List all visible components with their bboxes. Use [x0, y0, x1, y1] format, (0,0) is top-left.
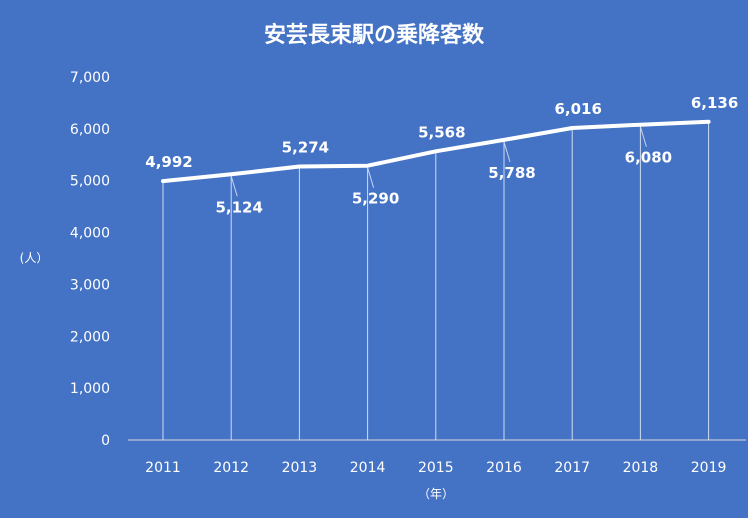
x-tick-label: 2019	[691, 460, 727, 476]
x-tick-label: 2017	[554, 460, 590, 476]
y-axis-label: (人）	[20, 251, 49, 265]
data-label-leader	[503, 141, 511, 162]
data-label-leader	[230, 176, 238, 197]
y-tick-label: 5,000	[70, 174, 110, 190]
x-tick-label: 2012	[213, 460, 249, 476]
data-label-leader	[367, 167, 375, 188]
x-axis-ticks: 2011 2012 2013 2014 2015 2016 2017 2018 2019	[145, 460, 726, 476]
data-label: 6,016	[554, 100, 601, 118]
y-tick-label: 0	[101, 433, 110, 449]
data-label: 6,136	[691, 94, 738, 112]
chart-title: 安芸長束駅の乗降客数	[264, 22, 485, 48]
data-label: 5,788	[488, 164, 535, 182]
x-tick-label: 2016	[486, 460, 522, 476]
x-tick-label: 2015	[418, 460, 454, 476]
data-label: 5,568	[418, 123, 465, 141]
y-tick-label: 6,000	[70, 122, 110, 138]
data-labels: 4,992 5,124 5,274 5,290 5,568 5,788 6,016 6,080…	[145, 94, 738, 216]
x-axis-label: （年）	[418, 487, 454, 501]
x-tick-label: 2018	[623, 460, 659, 476]
data-label: 5,124	[215, 198, 262, 216]
data-label: 5,274	[282, 139, 329, 157]
y-tick-label: 4,000	[70, 226, 110, 242]
data-label: 5,290	[352, 190, 399, 208]
y-tick-label: 3,000	[70, 277, 110, 293]
data-label: 6,080	[625, 149, 672, 167]
series-line	[161, 119, 711, 184]
y-tick-label: 1,000	[70, 381, 110, 397]
x-tick-label: 2014	[350, 460, 386, 476]
data-label-leader	[639, 126, 647, 147]
y-axis-ticks: 0 1,000 2,000 3,000 4,000 5,000 6,000 7,000	[70, 70, 110, 449]
y-tick-label: 7,000	[70, 70, 110, 86]
x-tick-label: 2011	[145, 460, 181, 476]
series-line-group	[161, 119, 711, 184]
data-label: 4,992	[145, 153, 192, 171]
drop-lines	[162, 121, 710, 440]
x-tick-label: 2013	[282, 460, 318, 476]
y-tick-label: 2,000	[70, 329, 110, 345]
